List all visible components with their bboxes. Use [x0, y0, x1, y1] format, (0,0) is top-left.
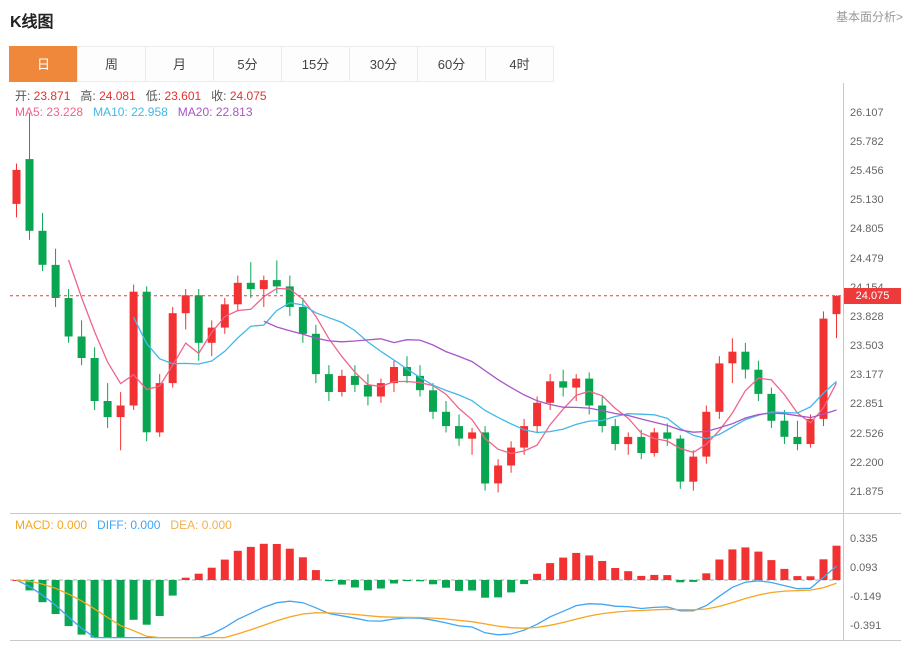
legend-value: 0.000: [127, 518, 161, 532]
legend-value: 23.871: [30, 89, 71, 103]
legend-label: MA5:: [15, 105, 44, 119]
tab-4hour[interactable]: 4时: [485, 46, 554, 82]
price-axis-label: 22.526: [850, 428, 884, 440]
ohlc-legend-close: 收: 24.075: [211, 89, 266, 103]
macd-axis-label: -0.149: [850, 591, 882, 603]
panel-separator: [10, 513, 901, 514]
ma-legend-ma5: MA5: 23.228: [15, 105, 83, 119]
legend-value: 22.958: [127, 105, 168, 119]
price-axis-label: 22.200: [850, 457, 884, 469]
legend-label: 开:: [15, 89, 31, 103]
chart-panel: 开: 23.871 高: 24.081 低: 23.601 收: 24.075 MA5…: [10, 83, 901, 642]
legend-label: 收:: [211, 89, 227, 103]
legend-value: 24.075: [226, 89, 267, 103]
tab-15min[interactable]: 15分: [281, 46, 350, 82]
ohlc-legend-open: 开: 23.871: [15, 89, 70, 103]
price-axis-label: 24.479: [850, 253, 884, 265]
ohlc-legend: 开: 23.871 高: 24.081 低: 23.601 收: 24.075: [15, 87, 277, 104]
fundamental-analysis-link[interactable]: 基本面分析>: [835, 10, 903, 24]
macd-axis-label: 0.335: [850, 533, 878, 545]
price-axis-label: 22.851: [850, 398, 884, 410]
page-title: K线图: [10, 14, 54, 31]
price-axis-label: 21.875: [850, 486, 884, 498]
ma-legend-ma10: MA10: 22.958: [93, 105, 168, 119]
legend-label: 高:: [80, 89, 96, 103]
macd-legend-macd: MACD: 0.000: [15, 518, 87, 532]
price-axis-label: 25.782: [850, 136, 884, 148]
price-axis-label: 23.177: [850, 369, 884, 381]
tab-60min[interactable]: 60分: [417, 46, 486, 82]
candlestick-chart[interactable]: [10, 83, 843, 513]
legend-label: MA20:: [177, 105, 213, 119]
price-axis-label: 23.828: [850, 311, 884, 323]
ohlc-legend-high: 高: 24.081: [80, 89, 135, 103]
legend-label: 低:: [145, 89, 162, 103]
price-axis-label: 23.503: [850, 340, 884, 352]
legend-value: 22.813: [212, 105, 253, 119]
macd-legend-dea: DEA: 0.000: [170, 518, 231, 532]
macd-legend-diff: DIFF: 0.000: [97, 518, 160, 532]
legend-value: 0.000: [53, 518, 88, 532]
legend-label: DEA:: [170, 518, 199, 532]
ohlc-legend-low: 低: 23.601: [146, 89, 201, 103]
price-axis-label: 25.130: [850, 194, 884, 206]
legend-value: 23.601: [161, 89, 202, 103]
tab-week[interactable]: 周: [77, 46, 146, 82]
macd-axis-label: 0.093: [850, 562, 878, 574]
legend-label: MACD:: [15, 518, 54, 532]
ma-legend-ma20: MA20: 22.813: [178, 105, 253, 119]
macd-legend: MACD: 0.000 DIFF: 0.000 DEA: 0.000: [15, 518, 242, 532]
timeframe-tabs: 日周月 5分 15分 30分 60分 4时: [9, 46, 911, 82]
price-axis-label: 26.107: [850, 107, 884, 119]
price-axis-label: 25.456: [850, 165, 884, 177]
macd-chart[interactable]: [10, 514, 843, 640]
header: K线图 基本面分析>: [0, 0, 911, 32]
price-axis-label: 24.805: [850, 223, 884, 235]
tab-5min[interactable]: 5分: [213, 46, 282, 82]
macd-axis-label: -0.391: [850, 620, 882, 632]
tab-month[interactable]: 月: [145, 46, 214, 82]
legend-label: MA10:: [93, 105, 128, 119]
ma-legend: MA5: 23.228 MA10: 22.958 MA20: 22.813: [15, 105, 263, 119]
tab-day[interactable]: 日: [9, 46, 78, 82]
tab-30min[interactable]: 30分: [349, 46, 418, 82]
axis-border: [843, 83, 844, 640]
bottom-border: [10, 640, 901, 641]
legend-value: 24.081: [95, 89, 136, 103]
current-price-tag: 24.075: [844, 288, 901, 304]
legend-value: 0.000: [198, 518, 232, 532]
legend-value: 23.228: [43, 105, 84, 119]
legend-label: DIFF:: [97, 518, 128, 532]
